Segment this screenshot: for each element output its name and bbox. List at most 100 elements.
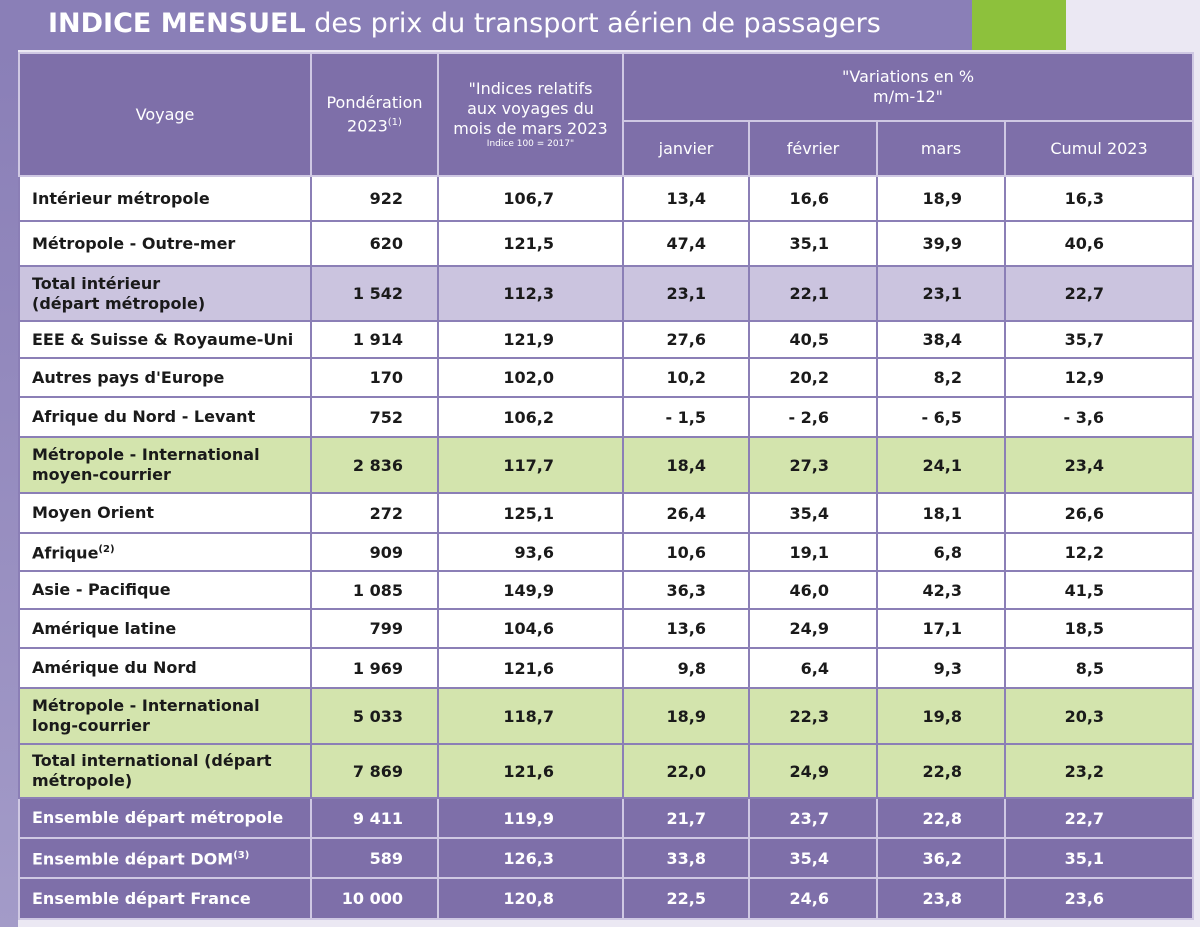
- value-cell: 36,2: [876, 837, 1006, 879]
- value-cell: 589: [310, 837, 439, 879]
- header-cell: Pondération 2023(1): [310, 52, 439, 177]
- value-cell: 121,6: [437, 647, 624, 689]
- value-cell: 18,1: [876, 492, 1006, 534]
- value-cell: 22,3: [748, 687, 878, 745]
- value-cell: 170: [310, 357, 439, 398]
- label-line: Amérique latine: [32, 618, 177, 638]
- value-cell: 93,6: [437, 532, 624, 572]
- row-label: Afrique du Nord - Levant: [18, 396, 312, 438]
- label-line: Métropole - International: [32, 696, 260, 715]
- month-header: Cumul 2023: [1003, 120, 1195, 177]
- table-row: Total international (départ métropole) 7 8…: [18, 743, 1195, 799]
- value-cell: 121,5: [437, 220, 624, 267]
- value-cell: 24,9: [748, 743, 878, 799]
- value-cell: 38,4: [876, 320, 1006, 359]
- row-label: Métropole - International long-courrier: [18, 687, 312, 745]
- value-cell: 5 033: [310, 687, 439, 745]
- value-cell: 22,7: [1003, 797, 1195, 839]
- value-cell: 13,4: [622, 175, 750, 222]
- value-cell: 16,3: [1003, 175, 1195, 222]
- label-line: Métropole - International: [32, 445, 260, 464]
- value-cell: 18,5: [1003, 608, 1195, 649]
- value-cell: 23,2: [1003, 743, 1195, 799]
- value-cell: 18,9: [622, 687, 750, 745]
- label-line: Ensemble départ métropole: [32, 808, 284, 827]
- label-line: Intérieur métropole: [32, 188, 210, 208]
- value-cell: - 6,5: [876, 396, 1006, 438]
- value-cell: 9,3: [876, 647, 1006, 689]
- table-row: EEE & Suisse & Royaume-Uni 1 914 121,9 27,6…: [18, 320, 1195, 359]
- row-label: Amérique du Nord: [18, 647, 312, 689]
- label-line: Afrique: [32, 543, 99, 563]
- value-cell: 35,7: [1003, 320, 1195, 359]
- row-label: Afrique(2): [18, 532, 312, 572]
- header-line: m/m-12": [872, 87, 944, 106]
- value-cell: 17,1: [876, 608, 1006, 649]
- value-cell: 39,9: [876, 220, 1006, 267]
- label-line: Métropole - Outre-mer: [32, 233, 236, 253]
- value-cell: 909: [310, 532, 439, 572]
- header-note: Indice 100 = 2017": [486, 139, 575, 149]
- header-line: "Indices relatifs: [468, 79, 593, 98]
- value-cell: 35,1: [748, 220, 878, 267]
- value-cell: 16,6: [748, 175, 878, 222]
- value-cell: 752: [310, 396, 439, 438]
- value-cell: 22,0: [622, 743, 750, 799]
- label-line: Moyen Orient: [32, 503, 155, 522]
- value-cell: 35,4: [748, 837, 878, 879]
- header-cell: "Indices relatifs aux voyages du mois de m…: [437, 52, 624, 177]
- value-cell: 26,4: [622, 492, 750, 534]
- footnote-mark: (3): [233, 850, 250, 862]
- value-cell: 102,0: [437, 357, 624, 398]
- value-cell: 27,3: [748, 436, 878, 494]
- value-cell: 22,1: [748, 265, 878, 322]
- value-cell: 47,4: [622, 220, 750, 267]
- month-header: février: [748, 120, 878, 177]
- header-row: janvier février mars Cumul 2023: [19, 120, 1195, 177]
- value-cell: 9 411: [310, 797, 439, 839]
- value-cell: 18,9: [876, 175, 1006, 222]
- value-cell: 119,9: [437, 797, 624, 839]
- title-bar: [0, 0, 972, 50]
- footnote-mark: (2): [98, 544, 115, 556]
- value-cell: 23,7: [748, 797, 878, 839]
- accent-block: [972, 0, 1066, 50]
- value-cell: 18,4: [622, 436, 750, 494]
- table-row: Intérieur métropole 922 106,7 13,4 16,6 18,9 1…: [18, 175, 1195, 222]
- header-row: Voyage Pondération 2023(1) "Indices relat…: [18, 52, 1195, 177]
- value-cell: 6,4: [748, 647, 878, 689]
- value-cell: 125,1: [437, 492, 624, 534]
- value-cell: 22,5: [622, 877, 750, 920]
- label-line: EEE & Suisse & Royaume-Uni: [32, 329, 294, 349]
- row-label: Moyen Orient: [18, 492, 312, 534]
- value-cell: 8,5: [1003, 647, 1195, 689]
- row-label: Total international (départ métropole): [18, 743, 312, 799]
- label-line: métropole): [32, 771, 133, 790]
- month-header: mars: [876, 120, 1006, 177]
- value-cell: - 1,5: [622, 396, 750, 438]
- table-row: Afrique du Nord - Levant 752 106,2- 1,5- 2…: [18, 396, 1195, 438]
- value-cell: 42,3: [876, 570, 1006, 610]
- label-line: Afrique du Nord - Levant: [32, 407, 256, 426]
- value-cell: 9,8: [622, 647, 750, 689]
- value-cell: 23,4: [1003, 436, 1195, 494]
- row-label: Total intérieur (départ métropole): [18, 265, 312, 322]
- table-row: Amérique latine 799 104,6 13,6 24,9 17,1 18,5: [18, 608, 1195, 649]
- value-cell: - 3,6: [1003, 396, 1195, 438]
- table-row: Amérique du Nord 1 969 121,6 9,8 6,4 9,3 8,5: [18, 647, 1195, 689]
- value-cell: 104,6: [437, 608, 624, 649]
- value-cell: 41,5: [1003, 570, 1195, 610]
- label-line: Ensemble départ France: [32, 888, 251, 908]
- value-cell: 24,1: [876, 436, 1006, 494]
- value-cell: 121,9: [437, 320, 624, 359]
- value-cell: 40,6: [1003, 220, 1195, 267]
- price-table: Voyage Pondération 2023(1) "Indices relat…: [18, 52, 1195, 920]
- value-cell: 7 869: [310, 743, 439, 799]
- value-cell: 106,7: [437, 175, 624, 222]
- value-cell: 36,3: [622, 570, 750, 610]
- value-cell: 23,1: [876, 265, 1006, 322]
- value-cell: 33,8: [622, 837, 750, 879]
- value-cell: 46,0: [748, 570, 878, 610]
- value-cell: 23,1: [622, 265, 750, 322]
- value-cell: 20,3: [1003, 687, 1195, 745]
